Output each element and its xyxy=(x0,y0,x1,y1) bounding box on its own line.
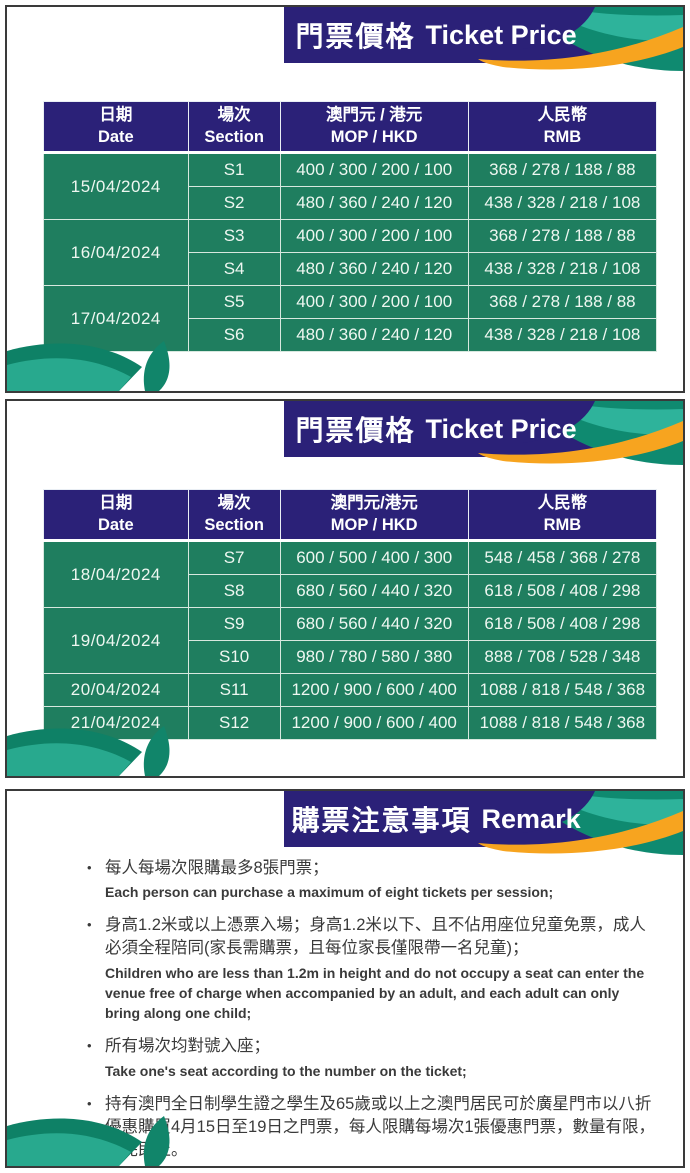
title-banner: 購票注意事項 Remark xyxy=(284,791,683,855)
panel-title: 門票價格 Ticket Price xyxy=(284,401,588,457)
section-cell: S5 xyxy=(187,285,281,319)
mop-price-cell: 1200 / 900 / 600 / 400 xyxy=(279,706,469,740)
mop-price-cell: 400 / 300 / 200 / 100 xyxy=(279,285,469,319)
note-item: • 所有場次均對號入座； Take one's seat according to … xyxy=(87,1035,657,1080)
rmb-price-cell: 618 / 508 / 408 / 298 xyxy=(467,607,658,641)
note-item: • 持有澳門全日制學生證之學生及65歲或以上之澳門居民可於廣星門市以八折優惠購買4… xyxy=(87,1093,657,1166)
panel-title-en: Ticket Price xyxy=(425,19,577,50)
note-text-zh: 身高1.2米或以上憑票入場；身高1.2米以下、且不佔用座位兒童免票，成人必須全程… xyxy=(105,916,646,958)
section-cell: S9 xyxy=(187,607,281,641)
date-cell: 17/04/2024 xyxy=(43,285,189,352)
note-text-zh: 所有場次均對號入座； xyxy=(105,1037,270,1056)
note-bullet: • xyxy=(87,1038,92,1054)
rmb-price-cell: 438 / 328 / 218 / 108 xyxy=(467,186,658,220)
note-item: • 身高1.2米或以上憑票入場；身高1.2米以下、且不佔用座位兒童免票，成人必須全… xyxy=(87,914,657,1023)
table-row: S8 680 / 560 / 440 / 320 618 / 508 / 408 /… xyxy=(44,574,658,608)
rmb-price-cell: 888 / 708 / 528 / 348 xyxy=(467,640,658,674)
panel-title-zh: 門票價格 xyxy=(295,415,416,446)
panel-title-zh: 購票注意事項 xyxy=(291,805,472,836)
rmb-price-cell: 368 / 278 / 188 / 88 xyxy=(467,152,658,187)
ticket-price-panel-1: 門票價格 Ticket Price 日期 Date 場次 Section 澳門元 / 港… xyxy=(5,5,685,393)
note-text-en: Each person can purchase a maximum of ei… xyxy=(105,884,554,901)
remark-notes-list: • 每人每場次限購最多8張門票； Each person can purchase … xyxy=(87,857,657,1166)
rmb-price-cell: 438 / 328 / 218 / 108 xyxy=(467,252,658,286)
mop-price-cell: 980 / 780 / 580 / 380 xyxy=(279,640,469,674)
column-header: 澳門元/港元 MOP / HKD xyxy=(279,489,469,542)
section-cell: S7 xyxy=(187,540,281,575)
table-row: 17/04/2024 S5 400 / 300 / 200 / 100 368 / 2… xyxy=(43,285,658,352)
table-row: 18/04/2024 S7 600 / 500 / 400 / 300 548 / 4… xyxy=(43,540,658,608)
mop-price-cell: 480 / 360 / 240 / 120 xyxy=(279,186,469,220)
mop-price-cell: 400 / 300 / 200 / 100 xyxy=(279,152,469,187)
mop-price-cell: 680 / 560 / 440 / 320 xyxy=(279,607,469,641)
column-header: 日期 Date xyxy=(43,489,189,542)
column-header: 場次 Section xyxy=(187,101,281,154)
section-cell: S4 xyxy=(187,252,281,286)
mop-price-cell: 480 / 360 / 240 / 120 xyxy=(279,252,469,286)
panel-title: 門票價格 Ticket Price xyxy=(284,7,588,63)
ticket-price-panel-2: 門票價格 Ticket Price 日期 Date 場次 Section 澳門元/港元 M… xyxy=(5,399,685,778)
note-bullet: • xyxy=(87,917,92,933)
mop-price-cell: 600 / 500 / 400 / 300 xyxy=(279,540,469,575)
date-cell: 20/04/2024 xyxy=(43,673,189,707)
table-row: S2 480 / 360 / 240 / 120 438 / 328 / 218 /… xyxy=(44,186,658,220)
note-item: • 每人每場次限購最多8張門票； Each person can purchase … xyxy=(87,857,657,902)
mop-price-cell: 1200 / 900 / 600 / 400 xyxy=(279,673,469,707)
table-row: S10 980 / 780 / 580 / 380 888 / 708 / 528 … xyxy=(44,640,658,674)
remark-panel: 購票注意事項 Remark • 每人每場次限購最多8張門票； Each person… xyxy=(5,789,685,1168)
date-cell: 18/04/2024 xyxy=(43,540,189,608)
mop-price-cell: 480 / 360 / 240 / 120 xyxy=(279,318,469,352)
note-bullet: • xyxy=(87,1095,92,1111)
mop-price-cell: 680 / 560 / 440 / 320 xyxy=(279,574,469,608)
column-header: 場次 Section xyxy=(187,489,281,542)
price-table: 日期 Date 場次 Section 澳門元/港元 MOP / HKD 人民幣 RMB 18/0… xyxy=(43,489,658,740)
note-text-en: Take one's seat according to the number … xyxy=(105,1062,467,1079)
panel-title-en: Ticket Price xyxy=(425,413,577,444)
rmb-price-cell: 1088 / 818 / 548 / 368 xyxy=(467,706,658,740)
date-cell: 16/04/2024 xyxy=(43,219,189,286)
section-cell: S8 xyxy=(187,574,281,608)
column-header: 人民幣 RMB xyxy=(467,489,658,542)
note-text-en: Children who are less than 1.2m in heigh… xyxy=(105,964,645,1022)
section-cell: S12 xyxy=(187,706,281,740)
table-row: 15/04/2024 S1 400 / 300 / 200 / 100 368 / 2… xyxy=(43,152,658,220)
date-cell: 19/04/2024 xyxy=(43,607,189,674)
mop-price-cell: 400 / 300 / 200 / 100 xyxy=(279,219,469,253)
section-cell: S11 xyxy=(187,673,281,707)
section-cell: S1 xyxy=(187,152,281,187)
date-cell: 15/04/2024 xyxy=(43,152,189,220)
price-table: 日期 Date 場次 Section 澳門元 / 港元 MOP / HKD 人民幣 RMB 15… xyxy=(43,101,658,352)
section-cell: S6 xyxy=(187,318,281,352)
table-row: 21/04/2024 S12 1200 / 900 / 600 / 400 1088 … xyxy=(43,706,658,740)
table-row: S6 480 / 360 / 240 / 120 438 / 328 / 218 /… xyxy=(44,318,658,352)
panel-title-en: Remark xyxy=(481,803,581,834)
table-row: 20/04/2024 S11 1200 / 900 / 600 / 400 1088 … xyxy=(43,673,658,707)
rmb-price-cell: 368 / 278 / 188 / 88 xyxy=(467,285,658,319)
rmb-price-cell: 1088 / 818 / 548 / 368 xyxy=(467,673,658,707)
section-cell: S10 xyxy=(187,640,281,674)
note-text-en: Holders of a full-time Macao Student Car… xyxy=(105,1164,657,1166)
column-header: 日期 Date xyxy=(43,101,189,154)
title-banner: 門票價格 Ticket Price xyxy=(284,7,683,71)
panel-title: 購票注意事項 Remark xyxy=(284,791,588,847)
rmb-price-cell: 618 / 508 / 408 / 298 xyxy=(467,574,658,608)
rmb-price-cell: 438 / 328 / 218 / 108 xyxy=(467,318,658,352)
table-row: 19/04/2024 S9 680 / 560 / 440 / 320 618 / 5… xyxy=(43,607,658,674)
table-row: S4 480 / 360 / 240 / 120 438 / 328 / 218 /… xyxy=(44,252,658,286)
section-cell: S2 xyxy=(187,186,281,220)
section-cell: S3 xyxy=(187,219,281,253)
rmb-price-cell: 368 / 278 / 188 / 88 xyxy=(467,219,658,253)
date-cell: 21/04/2024 xyxy=(43,706,189,740)
note-text-zh: 每人每場次限購最多8張門票； xyxy=(105,859,329,877)
table-row: 16/04/2024 S3 400 / 300 / 200 / 100 368 / 2… xyxy=(43,219,658,286)
note-bullet: • xyxy=(87,860,92,875)
title-banner: 門票價格 Ticket Price xyxy=(284,401,683,465)
column-header: 澳門元 / 港元 MOP / HKD xyxy=(279,101,469,154)
column-header: 人民幣 RMB xyxy=(467,101,658,154)
panel-title-zh: 門票價格 xyxy=(295,21,416,52)
rmb-price-cell: 548 / 458 / 368 / 278 xyxy=(467,540,658,575)
note-text-zh: 持有澳門全日制學生證之學生及65歲或以上之澳門居民可於廣星門市以八折優惠購買4月… xyxy=(105,1094,656,1160)
